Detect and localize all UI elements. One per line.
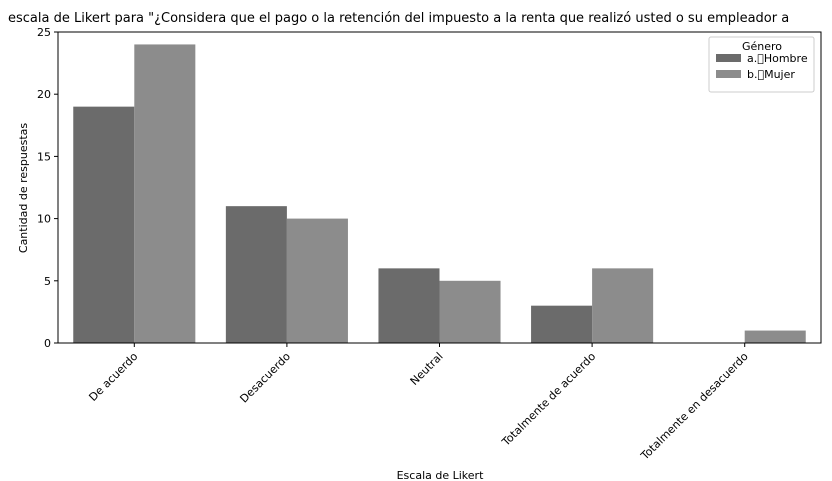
bar [439, 280, 501, 343]
legend-entry-label: b. Mujer [747, 68, 795, 81]
bar [225, 206, 287, 343]
x-axis-label: Escala de Likert [397, 469, 484, 481]
bar [286, 218, 348, 343]
y-tick-label: 5 [44, 275, 51, 288]
x-tick-label: Totalmente en desacuerdo [638, 350, 751, 463]
x-tick-label: De acuerdo [86, 350, 140, 404]
y-axis-label: Cantidad de respuestas [17, 123, 30, 253]
y-tick-label: 15 [37, 150, 51, 163]
bar [744, 330, 806, 343]
legend-title: Género [742, 40, 782, 53]
bar [531, 305, 593, 343]
y-tick-label: 10 [37, 213, 51, 226]
bar [378, 268, 440, 343]
bar [134, 44, 196, 343]
chart-title: escala de Likert para "¿Considera que el… [8, 11, 789, 26]
x-tick-label: Neutral [408, 350, 446, 388]
legend-entry-label: a. Hombre [747, 52, 808, 65]
y-tick-label: 0 [44, 337, 51, 350]
x-tick-label: Totalmente de acuerdo [499, 350, 599, 450]
legend-box [708, 36, 815, 93]
legend-swatch [716, 70, 741, 78]
legend: Género a. Hombre b. Mujer [708, 36, 815, 93]
x-tick-label: Desacuerdo [237, 350, 293, 406]
y-tick-label: 25 [37, 26, 51, 39]
plot-area: 0 5 10 15 20 25 De acuerdo Desacuerdo Neutral Tot… [37, 26, 822, 463]
bar [592, 268, 654, 343]
y-tick-label: 20 [37, 88, 51, 101]
legend-swatch [716, 54, 741, 62]
bar [73, 106, 135, 343]
